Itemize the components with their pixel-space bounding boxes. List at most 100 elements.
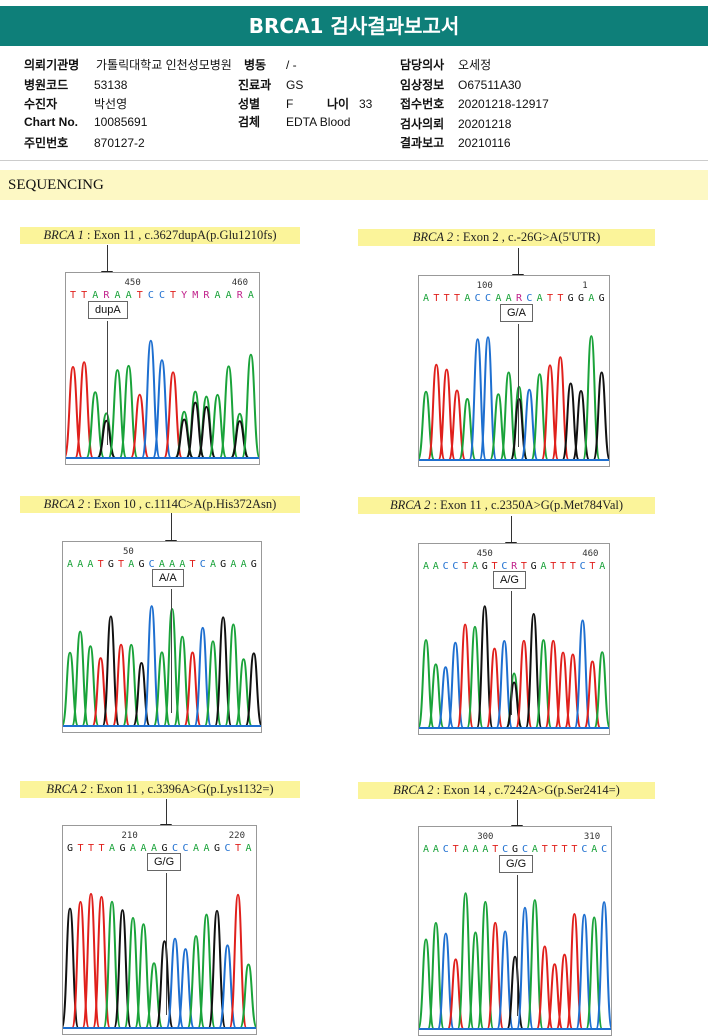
trace-peak (525, 899, 544, 1030)
hospital-code: 병원코드 53138 (24, 78, 128, 92)
variant-label: BRCA 2 : Exon 11 , c.3396A>G(p.Lys1132=) (20, 781, 300, 798)
base-call: G (512, 844, 518, 855)
base-call: C (443, 844, 449, 855)
base-call: A (537, 293, 543, 304)
position-label: 300 (477, 832, 493, 842)
base-call: T (542, 844, 548, 855)
trace-peak (241, 353, 259, 459)
base-call: A (248, 290, 254, 301)
base-call: C (148, 290, 154, 301)
trace-peak (592, 371, 609, 461)
trace-peak (593, 651, 609, 729)
base-call: C (601, 844, 607, 855)
base-call: C (172, 843, 178, 854)
base-call: T (492, 844, 498, 855)
section-title: SEQUENCING (0, 170, 708, 200)
chromatogram: 450 460 A A C C T A G T C R T G A T T T C T A (418, 543, 610, 735)
variant-description: : Exon 2 , c.-26G>A(5'UTR) (453, 230, 601, 244)
trace-peak (134, 923, 153, 1029)
base-call: T (462, 561, 468, 572)
base-call: G (120, 843, 126, 854)
base-call: G (599, 293, 605, 304)
genotype-call: A/A (152, 569, 184, 587)
request-date: 검사의뢰 20201218 (400, 117, 512, 131)
base-call: R (511, 561, 518, 572)
genotype-call: G/A (500, 304, 533, 322)
base-call: T (454, 293, 460, 304)
position-label: 220 (229, 831, 245, 841)
indicator-line (107, 321, 108, 445)
base-call: T (453, 844, 459, 855)
base-call: T (137, 290, 143, 301)
base-call: C (501, 561, 507, 572)
base-call: C (159, 290, 165, 301)
position-label: 50 (123, 547, 134, 557)
patient: 수진자 박선영 (24, 97, 128, 111)
trace-peak (239, 963, 256, 1029)
base-call: A (423, 844, 429, 855)
trace-peak (74, 361, 94, 459)
trace-peak (595, 901, 611, 1030)
trace-peak (582, 335, 601, 461)
gene-name: BRCA 1 (43, 228, 84, 242)
report-date: 결과보고 20210116 (400, 136, 511, 150)
base-call: T (492, 561, 498, 572)
base-call: T (521, 561, 527, 572)
base-call: A (230, 559, 236, 570)
base-call: R (516, 293, 523, 304)
base-call: A (67, 559, 73, 570)
base-call: A (506, 293, 512, 304)
base-call: A (92, 290, 98, 301)
receipt-no: 접수번호 20201218-12917 (400, 97, 549, 111)
base-call: C (183, 843, 189, 854)
base-call: A (226, 290, 232, 301)
gene-name: BRCA 2 (46, 782, 87, 796)
base-call: A (423, 293, 429, 304)
variant-label: BRCA 1 : Exon 11 , c.3627dupA(p.Glu1210f… (20, 227, 300, 244)
base-call: C (581, 844, 587, 855)
divider (0, 160, 708, 161)
base-call: C (580, 561, 586, 572)
base-call: A (77, 559, 83, 570)
resident-no: 주민번호 870127-2 (24, 136, 145, 150)
position-label: 210 (122, 831, 138, 841)
base-call: C (522, 844, 528, 855)
gene-name: BRCA 2 (389, 498, 431, 512)
base-call: A (495, 293, 501, 304)
base-call: T (552, 844, 558, 855)
gene-name: BRCA 2 (43, 497, 85, 511)
base-call: A (193, 843, 199, 854)
base-call: A (169, 559, 175, 570)
institution-row: 의뢰기관명 가톨릭대학교 인천성모병원 (24, 58, 232, 72)
genotype-call: G/G (147, 853, 182, 871)
base-call: G (568, 293, 574, 304)
base-call: C (200, 559, 206, 570)
trace-peak (495, 639, 514, 729)
base-call: T (562, 844, 568, 855)
base-call: A (151, 843, 157, 854)
variant-label: BRCA 2 : Exon 10 , c.1114C>A(p.His372Asn… (20, 496, 300, 513)
base-call: T (88, 843, 94, 854)
base-call: A (464, 293, 470, 304)
position-label: 310 (584, 832, 600, 842)
base-call: R (203, 290, 210, 301)
trace-peak (85, 391, 106, 459)
base-call: C (225, 843, 231, 854)
trace-peak (456, 892, 475, 1030)
base-call: A (109, 843, 115, 854)
base-call: T (118, 559, 124, 570)
base-call: T (98, 559, 104, 570)
base-call: T (235, 843, 241, 854)
position-label: 460 (232, 278, 248, 288)
variant-label: BRCA 2 : Exon 14 , c.7242A>G(p.Ser2414=) (358, 782, 655, 799)
trace-peak (163, 371, 183, 459)
base-call: T (70, 290, 76, 301)
base-call: G (67, 843, 73, 854)
base-call: C (485, 293, 491, 304)
base-call: A (114, 290, 120, 301)
base-call: A (87, 559, 93, 570)
base-call: G (578, 293, 584, 304)
base-call: T (560, 561, 566, 572)
trace-peak (224, 623, 243, 727)
base-call: A (241, 559, 247, 570)
